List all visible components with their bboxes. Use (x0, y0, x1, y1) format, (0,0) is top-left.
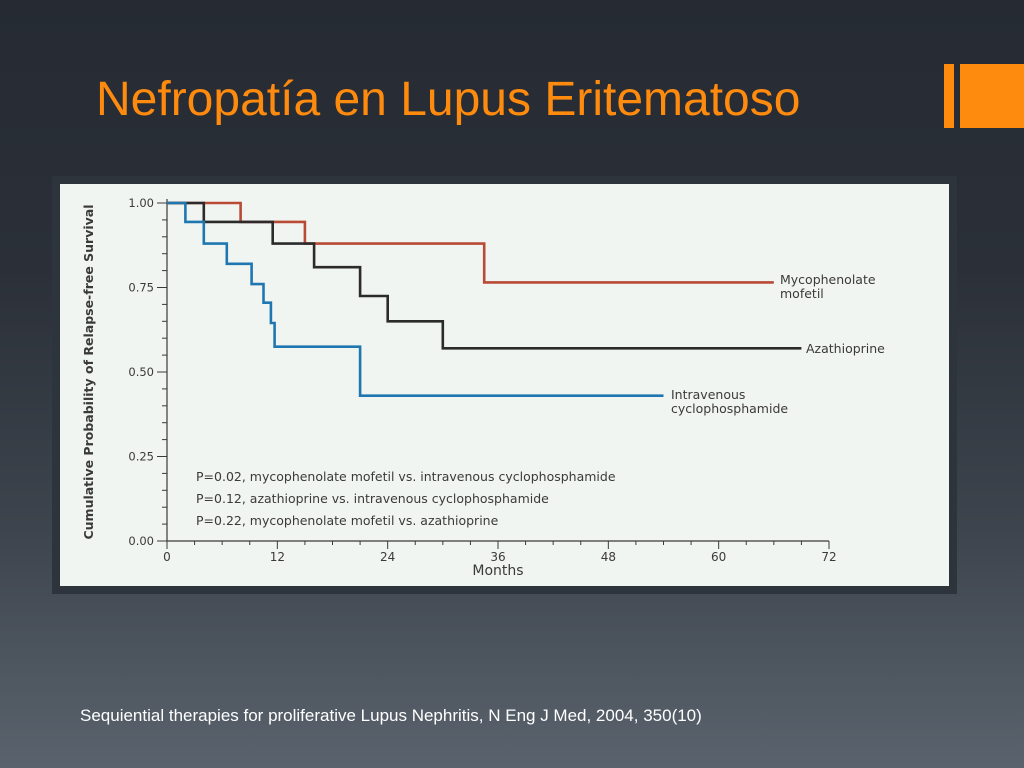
slide-title: Nefropatía en Lupus Eritematoso (96, 73, 801, 126)
series-line (167, 201, 664, 397)
p-value-annotation: P=0.22, mycophenolate mofetil vs. azathi… (196, 513, 499, 528)
x-tick-label: 0 (163, 550, 171, 564)
series-line (167, 201, 774, 284)
y-tick-label: 0.00 (128, 534, 154, 548)
series-label: Azathioprine (806, 341, 885, 356)
series-label: mofetil (780, 286, 824, 301)
p-value-annotation: P=0.02, mycophenolate mofetil vs. intrav… (196, 469, 616, 484)
y-tick-label: 0.25 (128, 450, 154, 464)
title-accent-bar-thin (944, 64, 954, 128)
y-tick-label: 0.50 (128, 365, 154, 379)
series-label: Intravenous (671, 387, 745, 402)
y-axis-title: Cumulative Probability of Relapse-free S… (81, 204, 96, 539)
x-tick-label: 72 (821, 550, 836, 564)
chart-panel: 0.00 0.25 0.50 0.75 1.00 0 12 24 36 48 60 72 Months C… (60, 184, 949, 586)
series-line (167, 201, 802, 350)
x-tick-label: 12 (270, 550, 285, 564)
chart-frame: 0.00 0.25 0.50 0.75 1.00 0 12 24 36 48 60 72 Months C… (52, 176, 957, 594)
x-tick-label: 48 (601, 550, 616, 564)
series-label: cyclophosphamide (671, 401, 788, 416)
y-tick-label: 0.75 (128, 281, 154, 295)
p-value-annotation: P=0.12, azathioprine vs. intravenous cyc… (196, 491, 549, 506)
title-accent-bar-thick (960, 64, 1024, 128)
citation-caption: Sequiential therapies for proliferative … (80, 706, 702, 725)
y-tick-label: 1.00 (128, 196, 154, 210)
x-tick-label: 60 (711, 550, 726, 564)
x-tick-label: 36 (490, 550, 505, 564)
x-axis-title: Months (472, 563, 523, 579)
x-tick-label: 24 (380, 550, 395, 564)
survival-chart: 0.00 0.25 0.50 0.75 1.00 0 12 24 36 48 60 72 Months C… (81, 196, 885, 579)
series-label: Mycophenolate (780, 272, 876, 287)
